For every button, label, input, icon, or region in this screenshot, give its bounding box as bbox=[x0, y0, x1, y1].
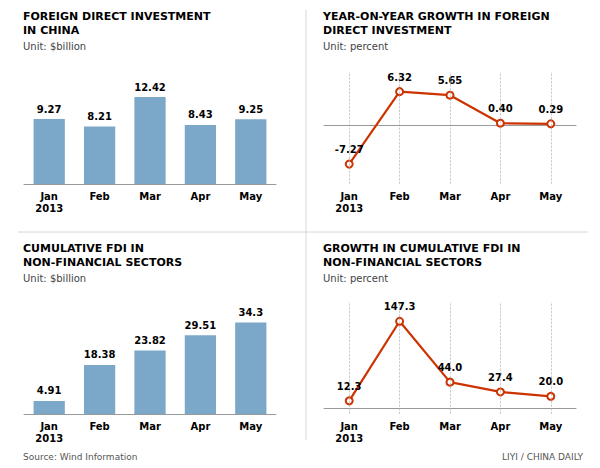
svg-text:18.38: 18.38 bbox=[84, 349, 116, 360]
svg-text:29.51: 29.51 bbox=[185, 320, 217, 331]
svg-text:Jan: Jan bbox=[39, 191, 58, 202]
svg-text:Source: Wind Information: Source: Wind Information bbox=[23, 452, 137, 462]
svg-text:Apr: Apr bbox=[490, 421, 510, 432]
svg-text:2013: 2013 bbox=[35, 433, 63, 444]
svg-text:12.3: 12.3 bbox=[336, 380, 362, 392]
svg-text:CUMULATIVE FDI IN: CUMULATIVE FDI IN bbox=[23, 242, 144, 255]
svg-text:May: May bbox=[539, 421, 562, 432]
svg-text:May: May bbox=[539, 191, 562, 202]
svg-text:4.91: 4.91 bbox=[37, 385, 62, 396]
svg-text:23.82: 23.82 bbox=[134, 335, 166, 346]
svg-text:8.43: 8.43 bbox=[188, 109, 213, 120]
svg-text:Apr: Apr bbox=[490, 191, 510, 202]
svg-text:LIYI / CHINA DAILY: LIYI / CHINA DAILY bbox=[502, 452, 583, 462]
svg-text:34.3: 34.3 bbox=[238, 307, 263, 318]
svg-text:8.21: 8.21 bbox=[87, 111, 112, 122]
svg-text:2013: 2013 bbox=[335, 433, 363, 444]
svg-text:Apr: Apr bbox=[190, 191, 210, 202]
svg-text:NON-FINANCIAL SECTORS: NON-FINANCIAL SECTORS bbox=[323, 256, 482, 269]
svg-text:0.29: 0.29 bbox=[538, 104, 563, 115]
svg-text:Jan: Jan bbox=[39, 421, 58, 432]
svg-text:Unit: $billion: Unit: $billion bbox=[23, 41, 86, 52]
svg-text:Mar: Mar bbox=[439, 191, 461, 202]
svg-text:Feb: Feb bbox=[389, 191, 409, 202]
svg-text:IN CHINA: IN CHINA bbox=[23, 24, 80, 37]
svg-text:27.4: 27.4 bbox=[488, 372, 513, 383]
svg-text:44.0: 44.0 bbox=[438, 362, 463, 373]
svg-text:2013: 2013 bbox=[35, 203, 63, 214]
svg-text:Feb: Feb bbox=[389, 421, 409, 432]
svg-text:Feb: Feb bbox=[89, 191, 109, 202]
svg-text:Unit: $billion: Unit: $billion bbox=[23, 273, 86, 284]
svg-text:Jan: Jan bbox=[339, 191, 358, 202]
svg-text:Unit: percent: Unit: percent bbox=[323, 273, 388, 284]
svg-text:Unit: percent: Unit: percent bbox=[323, 41, 388, 52]
svg-text:-7.27: -7.27 bbox=[334, 144, 364, 156]
svg-text:NON-FINANCIAL SECTORS: NON-FINANCIAL SECTORS bbox=[23, 256, 182, 269]
svg-text:GROWTH IN CUMULATIVE FDI IN: GROWTH IN CUMULATIVE FDI IN bbox=[323, 242, 521, 255]
svg-text:2013: 2013 bbox=[335, 203, 363, 214]
svg-text:DIRECT INVESTMENT: DIRECT INVESTMENT bbox=[323, 24, 452, 37]
svg-text:9.25: 9.25 bbox=[238, 104, 263, 115]
svg-text:YEAR-ON-YEAR GROWTH IN FOREIGN: YEAR-ON-YEAR GROWTH IN FOREIGN bbox=[322, 10, 550, 23]
svg-text:6.32: 6.32 bbox=[387, 71, 412, 83]
svg-text:Feb: Feb bbox=[89, 421, 109, 432]
svg-text:May: May bbox=[239, 191, 262, 202]
svg-text:20.0: 20.0 bbox=[538, 376, 563, 387]
svg-text:12.42: 12.42 bbox=[134, 82, 166, 93]
svg-text:Jan: Jan bbox=[339, 421, 358, 432]
svg-text:FOREIGN DIRECT INVESTMENT: FOREIGN DIRECT INVESTMENT bbox=[23, 10, 211, 23]
svg-text:147.3: 147.3 bbox=[384, 301, 416, 312]
svg-text:May: May bbox=[239, 421, 262, 432]
svg-text:9.27: 9.27 bbox=[37, 104, 62, 115]
svg-text:Mar: Mar bbox=[139, 191, 161, 202]
svg-text:Apr: Apr bbox=[190, 421, 210, 432]
svg-text:Mar: Mar bbox=[139, 421, 161, 432]
svg-text:5.65: 5.65 bbox=[438, 75, 463, 86]
svg-text:0.40: 0.40 bbox=[488, 103, 513, 114]
svg-text:Mar: Mar bbox=[439, 421, 461, 432]
